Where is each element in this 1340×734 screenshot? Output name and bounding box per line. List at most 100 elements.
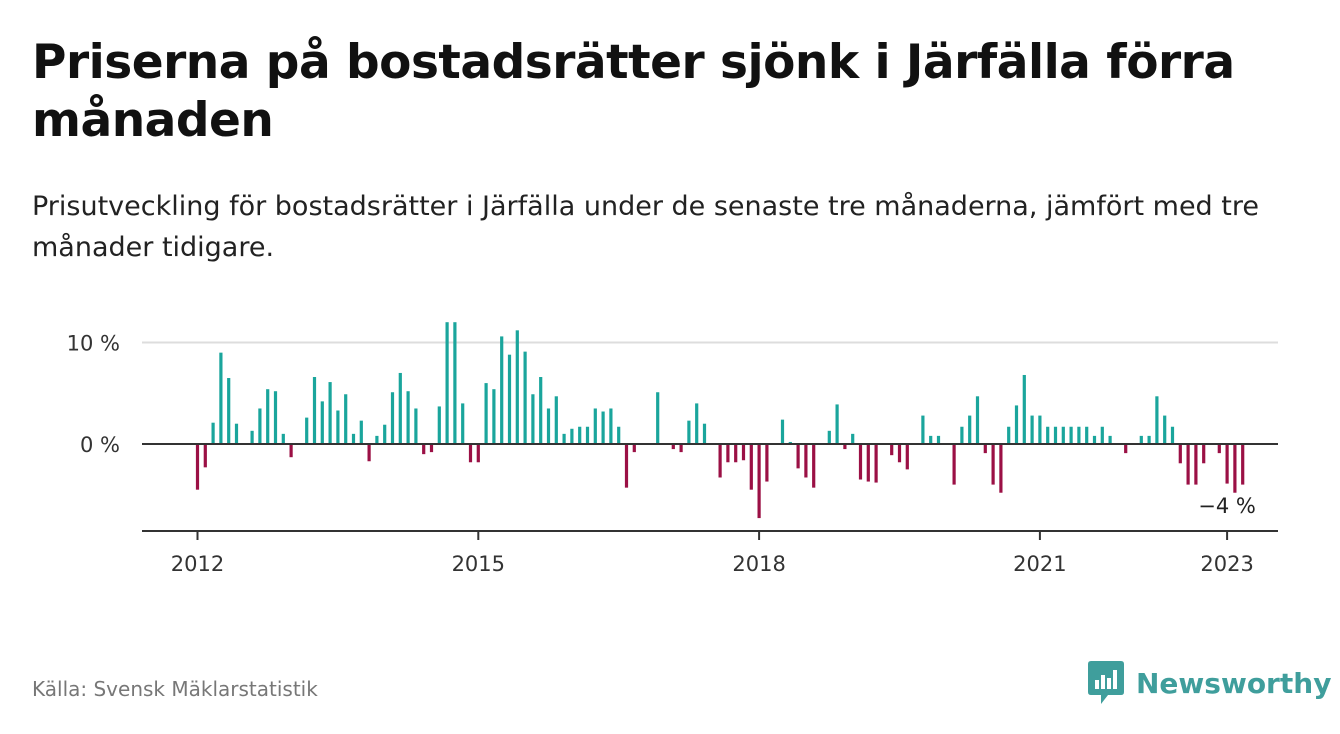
bar (414, 408, 418, 444)
bar (1038, 415, 1042, 444)
bar (195, 444, 200, 490)
bar (468, 444, 473, 463)
bar (1108, 435, 1112, 444)
bar (1147, 435, 1151, 444)
brand-name: Newsworthy (1136, 666, 1332, 700)
bar (656, 392, 660, 445)
bar (851, 433, 855, 444)
x-tick-label: 2023 (1200, 552, 1253, 576)
bar (975, 396, 980, 445)
bar (219, 352, 223, 444)
bar (757, 444, 761, 519)
x-tick-label: 2012 (171, 552, 224, 576)
bar (726, 444, 730, 463)
bar (562, 433, 566, 444)
bar (507, 354, 512, 444)
bar (1100, 426, 1104, 444)
bar (921, 415, 925, 444)
bar (866, 444, 870, 482)
bar (936, 435, 941, 444)
bar (960, 426, 964, 444)
bar (234, 423, 239, 444)
bar (991, 444, 995, 485)
bar (227, 378, 231, 444)
bar (929, 435, 933, 444)
bar (1053, 426, 1058, 444)
bar (905, 444, 909, 470)
bar (983, 444, 987, 454)
bar (1092, 435, 1097, 444)
bar (312, 377, 317, 444)
bar (687, 420, 691, 444)
bar (328, 382, 332, 444)
bar (211, 422, 215, 445)
bar (320, 401, 324, 444)
bar (890, 444, 894, 456)
bar (344, 394, 348, 444)
bar (492, 389, 496, 444)
tick-labels: 0 % 10 % 2012 2015 2018 2021 2023 −4 % (67, 332, 1256, 577)
bar (718, 444, 722, 478)
axes (142, 443, 1278, 540)
bar (1194, 444, 1198, 485)
bar (780, 419, 785, 444)
bar (1225, 444, 1229, 484)
bar (273, 391, 278, 444)
page-title: Priserna på bostadsrätter sjönk i Järfäl… (32, 35, 1235, 148)
x-tick-label: 2018 (732, 552, 785, 576)
bar (1241, 444, 1245, 485)
y-tick-label: 0 % (80, 433, 120, 457)
bar (1178, 444, 1182, 464)
bar (258, 408, 262, 444)
bar (1163, 415, 1167, 444)
bar (765, 444, 769, 482)
bar (695, 403, 699, 444)
bar (476, 444, 480, 463)
bar (523, 351, 527, 444)
bar (609, 408, 613, 444)
bar (390, 392, 395, 445)
bar (1030, 415, 1034, 444)
bar (679, 444, 683, 453)
bar (617, 426, 621, 444)
bar (632, 444, 636, 453)
bar (578, 426, 582, 444)
bar (1014, 405, 1019, 444)
bar (952, 444, 956, 485)
bar (281, 433, 285, 444)
bar (734, 444, 738, 463)
bar (968, 415, 972, 444)
source-note: Källa: Svensk Mäklarstatistik (32, 677, 318, 701)
bar (1077, 426, 1081, 444)
bar (788, 441, 792, 444)
bar (874, 444, 878, 483)
bars (195, 322, 1245, 519)
bar (453, 322, 457, 444)
bar (500, 336, 504, 444)
bar (266, 389, 270, 444)
bar (383, 424, 387, 444)
bar (250, 430, 254, 445)
bar (741, 444, 746, 461)
bar (1217, 444, 1221, 454)
bar (359, 420, 363, 444)
bar (796, 444, 800, 469)
bar (437, 406, 441, 444)
bar (1007, 426, 1011, 444)
bar (827, 430, 831, 445)
bar (1085, 426, 1089, 444)
bar (804, 444, 808, 478)
bar (351, 433, 356, 444)
brand-logo[interactable]: Newsworthy (1088, 661, 1331, 705)
x-tick-label: 2015 (452, 552, 505, 576)
bar (1186, 444, 1190, 485)
bar (289, 444, 293, 458)
bar (1170, 426, 1175, 444)
bar (1233, 444, 1237, 493)
bar (546, 408, 551, 444)
bar (554, 396, 558, 445)
bar (367, 444, 371, 462)
bar (999, 444, 1003, 493)
bar (1069, 426, 1073, 444)
bar (336, 410, 340, 444)
